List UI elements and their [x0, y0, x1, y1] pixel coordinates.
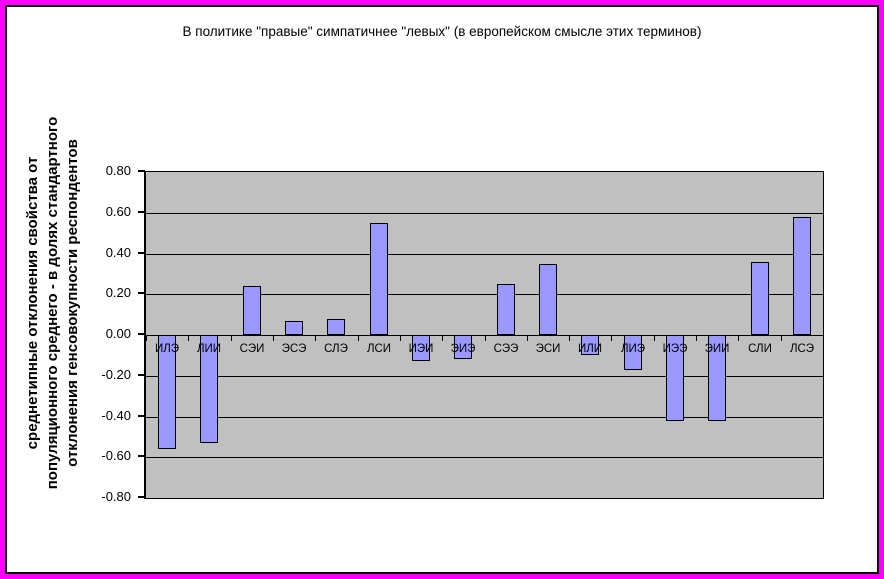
gridline	[146, 457, 823, 458]
bar	[412, 335, 430, 361]
gridline	[146, 294, 823, 295]
y-axis-tick-label: 0.20	[105, 285, 131, 300]
x-axis-tick-label: ИЭЭ	[662, 343, 688, 355]
chart-title: В политике "правые" симпатичнее "левых" …	[182, 24, 702, 39]
x-axis-tick-label: СЛИ	[748, 343, 772, 355]
y-axis-tick-mark	[138, 333, 145, 335]
x-axis-tick-label: ЛСЭ	[790, 343, 814, 355]
bar	[497, 284, 515, 335]
x-axis-tick-mark	[527, 335, 528, 341]
x-axis-tick-label: ЛИИ	[196, 343, 222, 355]
x-axis-tick-mark	[485, 335, 486, 341]
bar	[327, 319, 345, 335]
gridline	[146, 213, 823, 214]
y-axis-tick-mark	[138, 292, 145, 294]
y-axis-tick-label: -0.40	[101, 408, 131, 423]
x-axis-tick-label: ЛИЭ	[620, 343, 646, 355]
y-axis-tick-label: 0.60	[105, 204, 131, 219]
bar	[708, 335, 726, 421]
x-axis-tick-mark	[273, 335, 274, 341]
bar	[370, 223, 388, 335]
bar	[243, 286, 261, 335]
gridline	[146, 335, 823, 336]
y-axis-tick-label: 0.00	[105, 326, 131, 341]
y-axis-line	[144, 171, 146, 499]
x-axis-tick-mark	[442, 335, 443, 341]
x-axis-tick-mark	[400, 335, 401, 341]
chart-canvas: В политике "правые" симпатичнее "левых" …	[5, 5, 879, 574]
gridline	[146, 254, 823, 255]
x-axis-tick-label: ЛСИ	[366, 343, 392, 355]
bar	[666, 335, 684, 421]
y-axis-tick-mark	[138, 374, 145, 376]
x-axis-tick-mark	[611, 335, 612, 341]
x-axis-tick-mark	[146, 335, 147, 341]
bar	[539, 264, 557, 335]
bar	[454, 335, 472, 359]
bar	[624, 335, 642, 370]
bar	[158, 335, 176, 449]
x-axis-tick-label: ЭСИ	[535, 343, 561, 355]
x-axis-tick-mark	[781, 335, 782, 341]
x-axis-tick-label: СЭИ	[239, 343, 265, 355]
x-axis-tick-mark	[358, 335, 359, 341]
y-axis-tick-label: -0.20	[101, 367, 131, 382]
x-axis-tick-mark	[188, 335, 189, 341]
x-axis-tick-mark	[738, 335, 739, 341]
x-axis-tick-label: ЭИЭ	[450, 343, 476, 355]
x-axis-tick-mark	[231, 335, 232, 341]
y-axis-tick-label: 0.40	[105, 245, 131, 260]
y-axis-tick-mark	[138, 496, 145, 498]
bar	[581, 335, 599, 355]
y-axis-title-line: среднетипные отклонения свойства от	[24, 156, 41, 450]
y-axis-tick-mark	[138, 252, 145, 254]
gridline	[146, 417, 823, 418]
x-axis-tick-label: ИЛЭ	[154, 343, 180, 355]
x-axis-tick-label: СЭЭ	[493, 343, 519, 355]
bar	[285, 321, 303, 335]
x-axis-tick-mark	[315, 335, 316, 341]
bar	[793, 217, 811, 335]
y-axis-tick-mark	[138, 170, 145, 172]
bar	[751, 262, 769, 335]
x-axis-tick-mark	[654, 335, 655, 341]
x-axis-tick-mark	[823, 335, 824, 341]
x-axis-tick-label: ЭИИ	[704, 343, 730, 355]
y-axis-tick-label: 0.80	[105, 163, 131, 178]
x-axis-tick-label: ИЭИ	[408, 343, 434, 355]
x-axis-tick-mark	[696, 335, 697, 341]
gridline	[146, 376, 823, 377]
y-axis-tick-mark	[138, 455, 145, 457]
y-axis-tick-label: -0.60	[101, 448, 131, 463]
y-axis-tick-label: -0.80	[101, 489, 131, 504]
x-axis-tick-label: СЛЭ	[324, 343, 348, 355]
x-axis-tick-label: ИЛИ	[577, 343, 603, 355]
x-axis-tick-mark	[569, 335, 570, 341]
y-axis-tick-mark	[138, 211, 145, 213]
x-axis-tick-label: ЭСЭ	[281, 343, 307, 355]
y-axis-tick-mark	[138, 415, 145, 417]
plot-area: ИЛЭ ЛИИ СЭИ ЭСЭ СЛЭ ЛСИ ИЭИ ЭИЭ СЭЭ ЭСИ ИЛИ ЛИЭ ИЭЭ Э…	[145, 171, 824, 499]
bar	[200, 335, 218, 443]
